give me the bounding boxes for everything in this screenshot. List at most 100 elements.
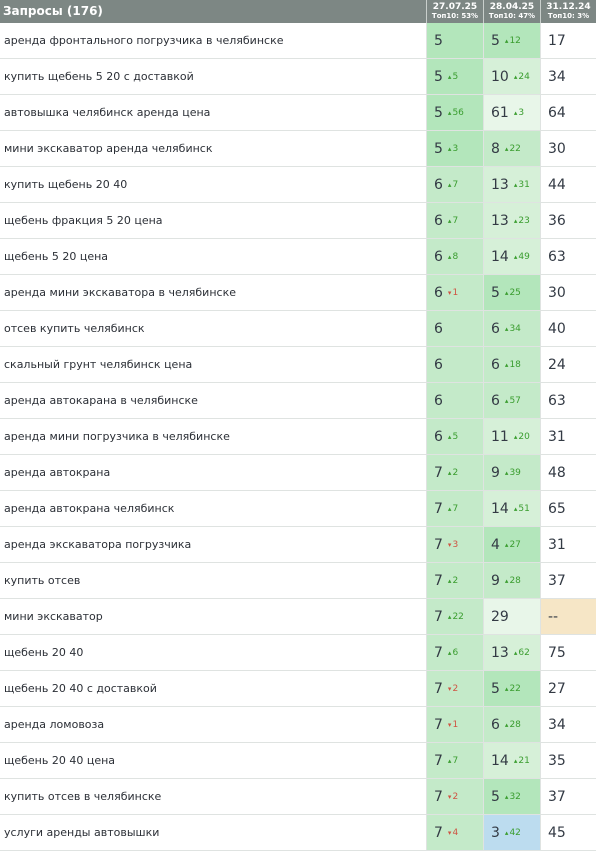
position-cell: 5	[427, 23, 484, 58]
table-row[interactable]: аренда мини экскаватора в челябинске6152…	[0, 275, 596, 311]
query-text[interactable]: аренда автокрана челябинск	[0, 491, 427, 526]
query-text[interactable]: щебень фракция 5 20 цена	[0, 203, 427, 238]
query-text[interactable]: скальный грунт челябинск цена	[0, 347, 427, 382]
position-cell: 8 22	[484, 131, 541, 166]
query-text[interactable]: аренда автокарана в челябинске	[0, 383, 427, 418]
query-text[interactable]: щебень 20 40 цена	[0, 743, 427, 778]
table-row[interactable]: аренда ломовоза7162834	[0, 707, 596, 743]
query-text[interactable]: щебень 20 40 с доставкой	[0, 671, 427, 706]
table-row[interactable]: щебень 20 4076136275	[0, 635, 596, 671]
table-row[interactable]: щебень фракция 5 20 цена67132336	[0, 203, 596, 239]
table-row[interactable]: купить отсев в челябинске7253237	[0, 779, 596, 815]
position-value: 6	[434, 356, 443, 373]
table-row[interactable]: мини экскаватор 7 22 29 --	[0, 599, 596, 635]
position-value: 7	[434, 788, 443, 805]
query-text[interactable]: купить отсев в челябинске	[0, 779, 427, 814]
position-change: 49	[514, 252, 529, 262]
date-column-header[interactable]: 31.12.24 Топ10: 3%	[541, 0, 596, 23]
position-cell: 27	[541, 671, 596, 706]
position-value: 30	[548, 284, 566, 301]
table-row[interactable]: автовышка челябинск аренда цена 5 56 61 3 64	[0, 95, 596, 131]
position-change: 18	[505, 360, 520, 370]
position-change: 8	[448, 252, 458, 262]
query-text[interactable]: аренда мини экскаватора в челябинске	[0, 275, 427, 310]
queries-count-header[interactable]: Запросы (176)	[0, 0, 427, 23]
table-row[interactable]: скальный грунт челябинск цена 6 6 18 24	[0, 347, 596, 383]
position-change: 28	[505, 720, 520, 730]
table-row[interactable]: мини экскаватор аренда челябинск5382230	[0, 131, 596, 167]
query-text[interactable]: аренда автокрана	[0, 455, 427, 490]
position-cell: 6 57	[484, 383, 541, 418]
query-text[interactable]: купить отсев	[0, 563, 427, 598]
position-value: 9	[491, 464, 500, 481]
table-row[interactable]: аренда автокрана челябинск77145165	[0, 491, 596, 527]
position-cell: 65	[427, 419, 484, 454]
table-row[interactable]: купить отсев7292837	[0, 563, 596, 599]
position-cell: 5 56	[427, 95, 484, 130]
position-value: 4	[491, 536, 500, 553]
table-row[interactable]: услуги аренды автовышки7434245	[0, 815, 596, 851]
position-cell: 4 27	[484, 527, 541, 562]
query-text[interactable]: аренда мини погрузчика в челябинске	[0, 419, 427, 454]
position-change: 62	[514, 648, 529, 658]
query-text[interactable]: отсев купить челябинск	[0, 311, 427, 346]
table-row[interactable]: аренда мини погрузчика в челябинске65112…	[0, 419, 596, 455]
position-cell: 6 28	[484, 707, 541, 742]
position-value: 6	[434, 248, 443, 265]
table-row[interactable]: щебень 5 20 цена 68 14 49 63	[0, 239, 596, 275]
position-value: 7	[434, 464, 443, 481]
position-value: 3	[491, 824, 500, 841]
table-row[interactable]: купить щебень 20 4067133144	[0, 167, 596, 203]
position-cell: 45	[541, 815, 596, 850]
query-text[interactable]: щебень 20 40	[0, 635, 427, 670]
position-change: 7	[448, 504, 458, 514]
query-text[interactable]: автовышка челябинск аренда цена	[0, 95, 427, 130]
table-row[interactable]: аренда автокрана7293948	[0, 455, 596, 491]
position-cell: 6 18	[484, 347, 541, 382]
query-text[interactable]: мини экскаватор аренда челябинск	[0, 131, 427, 166]
table-row[interactable]: аренда фронтального погрузчика в челябин…	[0, 23, 596, 59]
position-value: 29	[491, 608, 509, 625]
position-value: 6	[434, 176, 443, 193]
position-cell: 63	[541, 239, 596, 274]
query-text[interactable]: услуги аренды автовышки	[0, 815, 427, 850]
table-row[interactable]: аренда экскаватора погрузчика7342731	[0, 527, 596, 563]
date-column-header[interactable]: 27.07.25 Топ10: 53%	[427, 0, 484, 23]
position-value: 31	[548, 428, 566, 445]
table-row[interactable]: аренда автокарана в челябинске 6 6 57 63	[0, 383, 596, 419]
position-cell: 7 22	[427, 599, 484, 634]
position-value: 63	[548, 392, 566, 409]
query-text[interactable]: мини экскаватор	[0, 599, 427, 634]
position-change: 7	[448, 180, 458, 190]
position-change: 28	[505, 576, 520, 586]
position-change: 12	[505, 36, 520, 46]
table-row[interactable]: щебень 20 40 с доставкой7252227	[0, 671, 596, 707]
query-text[interactable]: щебень 5 20 цена	[0, 239, 427, 274]
position-cell: 9 39	[484, 455, 541, 490]
position-change: 1	[448, 288, 458, 298]
query-text[interactable]: купить щебень 20 40	[0, 167, 427, 202]
position-value: 10	[491, 68, 509, 85]
table-row[interactable]: щебень 20 40 цена77142135	[0, 743, 596, 779]
position-change: 39	[505, 468, 520, 478]
position-value: 31	[548, 536, 566, 553]
column-date: 28.04.25	[489, 2, 535, 12]
query-text[interactable]: аренда фронтального погрузчика в челябин…	[0, 23, 427, 58]
position-cell: 36	[541, 203, 596, 238]
query-text[interactable]: аренда ломовоза	[0, 707, 427, 742]
table-row[interactable]: купить щебень 5 20 с доставкой55102434	[0, 59, 596, 95]
position-change: 1	[448, 720, 458, 730]
position-cell: 6	[427, 311, 484, 346]
position-value: 13	[491, 212, 509, 229]
position-value: 14	[491, 248, 509, 265]
table-row[interactable]: отсев купить челябинск 6 6 34 40	[0, 311, 596, 347]
query-text[interactable]: аренда экскаватора погрузчика	[0, 527, 427, 562]
position-value: 6	[491, 356, 500, 373]
position-cell: 75	[541, 635, 596, 670]
position-change: 51	[514, 504, 529, 514]
position-cell: 34	[541, 59, 596, 94]
position-change: 57	[505, 396, 520, 406]
query-text[interactable]: купить щебень 5 20 с доставкой	[0, 59, 427, 94]
date-column-header[interactable]: 28.04.25 Топ10: 47%	[484, 0, 541, 23]
